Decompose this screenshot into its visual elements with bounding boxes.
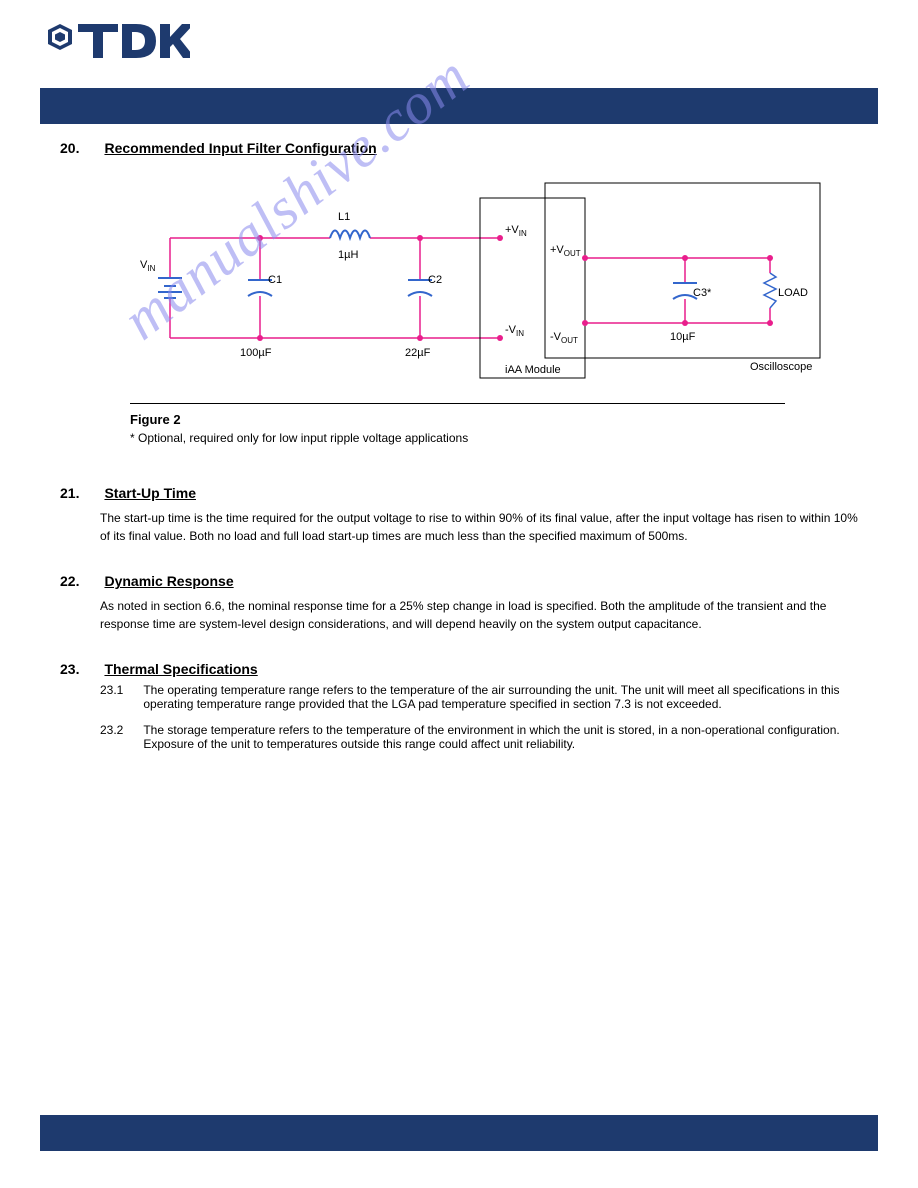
section-22-title: Dynamic Response bbox=[104, 573, 233, 589]
section-23-1-text: The operating temperature range refers t… bbox=[143, 683, 843, 711]
section-22: 22. Dynamic Response As noted in section… bbox=[60, 573, 858, 633]
section-21-num: 21. bbox=[60, 485, 100, 501]
figure-2-caption: * Optional, required only for low input … bbox=[130, 431, 858, 445]
svg-text:+VOUT: +VOUT bbox=[550, 244, 581, 258]
section-23-title: Thermal Specifications bbox=[104, 661, 257, 677]
section-23-2-text: The storage temperature refers to the te… bbox=[143, 723, 843, 751]
section-23-1: 23.1 The operating temperature range ref… bbox=[100, 683, 858, 711]
circuit-diagram: VIN C1 100µF L1 1µH C2 22µF +VIN -VIN +V… bbox=[130, 168, 830, 398]
svg-text:C3*: C3* bbox=[693, 287, 712, 299]
svg-text:1µH: 1µH bbox=[338, 249, 358, 261]
svg-text:LOAD: LOAD bbox=[778, 287, 808, 299]
svg-text:C1: C1 bbox=[268, 274, 282, 286]
svg-text:+VIN: +VIN bbox=[505, 224, 527, 238]
svg-text:100µF: 100µF bbox=[240, 347, 272, 359]
svg-text:iAA Module: iAA Module bbox=[505, 364, 561, 376]
section-21: 21. Start-Up Time The start-up time is t… bbox=[60, 485, 858, 545]
section-20-num: 20. bbox=[60, 140, 100, 156]
svg-text:C2: C2 bbox=[428, 274, 442, 286]
figure-2-label: Figure 2 bbox=[130, 412, 858, 427]
svg-text:VIN: VIN bbox=[140, 259, 156, 273]
section-23: 23. Thermal Specifications 23.1 The oper… bbox=[60, 661, 858, 751]
section-21-text: The start-up time is the time required f… bbox=[100, 509, 858, 545]
section-20: 20. Recommended Input Filter Configurati… bbox=[60, 140, 858, 445]
footer-bar bbox=[40, 1115, 878, 1151]
header-bar bbox=[40, 88, 878, 124]
section-22-text: As noted in section 6.6, the nominal res… bbox=[100, 597, 858, 633]
section-22-num: 22. bbox=[60, 573, 100, 589]
section-23-2: 23.2 The storage temperature refers to t… bbox=[100, 723, 858, 751]
svg-text:10µF: 10µF bbox=[670, 331, 696, 343]
svg-text:Oscilloscope: Oscilloscope bbox=[750, 361, 812, 373]
tdk-logo bbox=[40, 18, 190, 73]
figure-divider bbox=[130, 403, 785, 404]
svg-text:22µF: 22µF bbox=[405, 347, 431, 359]
section-23-num: 23. bbox=[60, 661, 100, 677]
section-21-title: Start-Up Time bbox=[104, 485, 196, 501]
svg-text:-VOUT: -VOUT bbox=[550, 331, 578, 345]
section-20-title: Recommended Input Filter Configuration bbox=[104, 140, 376, 156]
svg-text:-VIN: -VIN bbox=[505, 324, 524, 338]
section-23-1-num: 23.1 bbox=[100, 683, 140, 697]
section-23-2-num: 23.2 bbox=[100, 723, 140, 737]
svg-text:L1: L1 bbox=[338, 211, 350, 223]
